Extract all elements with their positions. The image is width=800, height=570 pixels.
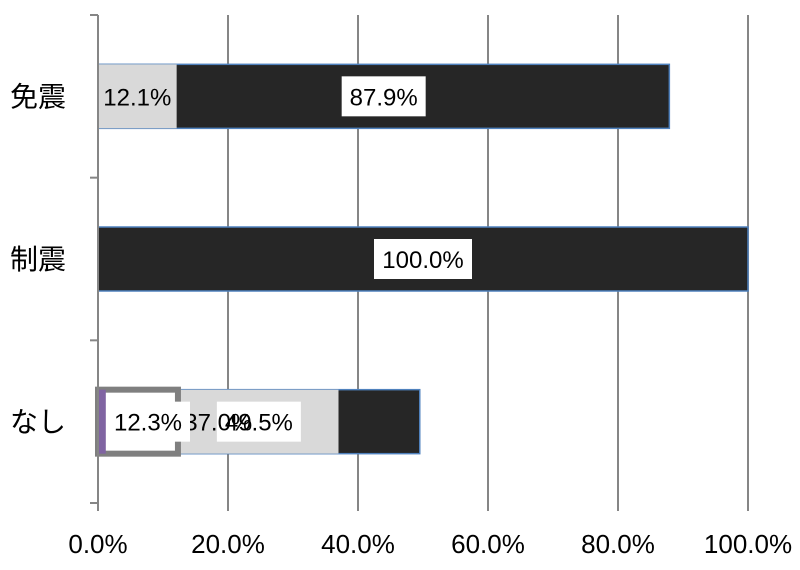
data-label-box [341,76,426,117]
x-tick-label: 40.0% [321,529,395,559]
labels: 免震 87.9% 12.1% 制震 100.0% なし 49.5%37.0%12.3% [10,76,472,442]
data-label: 12.1% [103,84,171,111]
data-label: 100.0% [382,247,463,274]
axes: 0.0% 20.0% 40.0% 60.0% 80.0% 100.0% [68,14,792,559]
category-label: 免震 [10,80,66,113]
x-tick-label: 100.0% [704,529,792,559]
category-label: なし [10,406,66,439]
data-label: 49.5% [225,410,293,437]
data-label-box [216,401,301,442]
data-label: 37.0% [184,410,252,437]
x-tick-label: 60.0% [451,529,525,559]
data-label: 12.3% [114,410,182,437]
x-tick-label: 0.0% [68,529,127,559]
category-label: 制震 [10,243,66,276]
data-label-box [374,239,472,279]
bar-segment [98,389,106,454]
x-tick-label: 80.0% [581,529,655,559]
x-tick-label: 20.0% [191,529,265,559]
data-label-box [106,401,190,442]
bar-segment [98,64,177,129]
data-label: 87.9% [350,84,418,111]
